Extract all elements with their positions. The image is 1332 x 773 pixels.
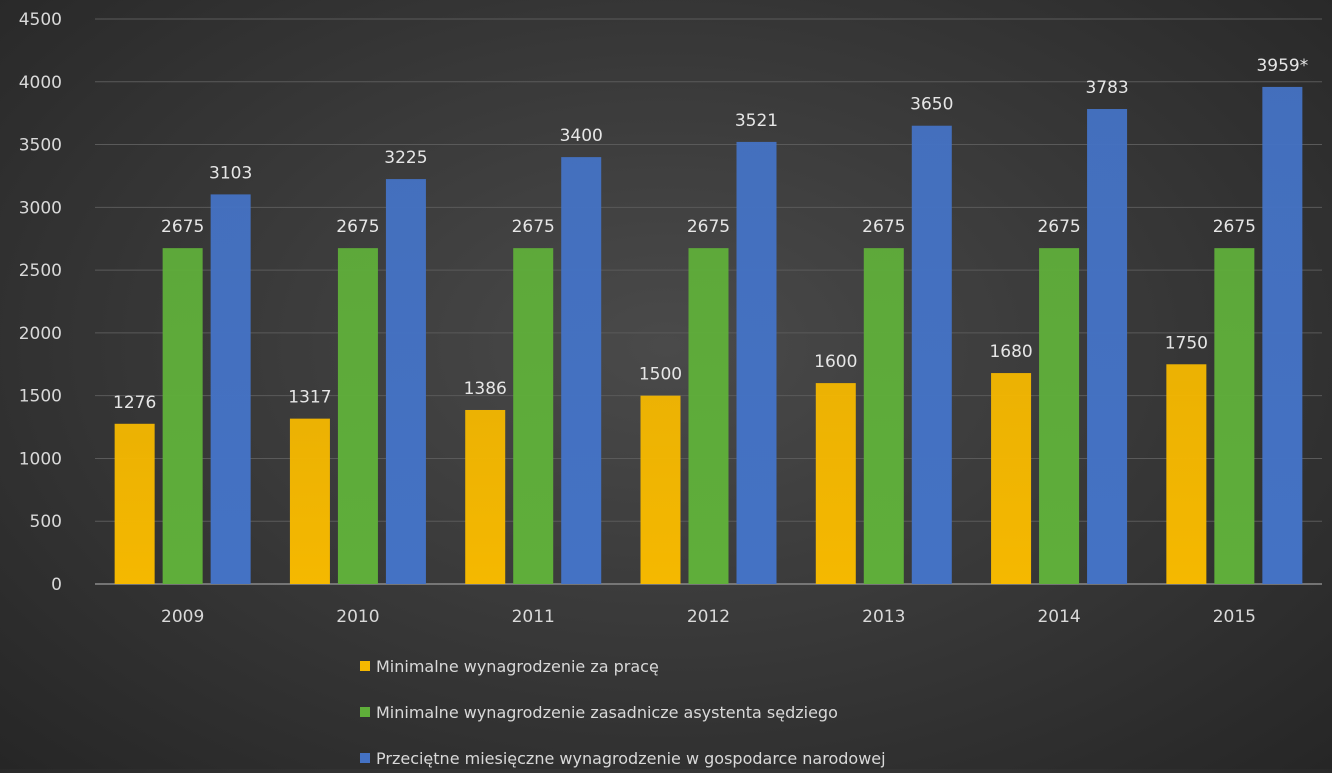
x-tick-label: 2011 — [512, 607, 555, 627]
data-label: 3783 — [1085, 78, 1128, 98]
y-tick-label: 1500 — [19, 387, 62, 407]
bar — [513, 248, 554, 584]
y-tick-label: 0 — [51, 575, 62, 595]
legend-label: Minimalne wynagrodzenie zasadnicze asyst… — [376, 703, 838, 722]
bar — [736, 141, 777, 584]
data-label: 1600 — [814, 352, 857, 372]
bar — [991, 373, 1032, 584]
y-tick-label: 2000 — [19, 324, 62, 344]
bar — [289, 418, 330, 584]
bar — [210, 194, 251, 584]
legend-swatch — [360, 661, 370, 671]
data-label: 1500 — [639, 365, 682, 385]
data-label: 2675 — [512, 217, 555, 237]
bar — [114, 423, 155, 584]
x-tick-label: 2009 — [161, 607, 204, 627]
bar — [561, 157, 602, 584]
data-label: 2675 — [336, 217, 379, 237]
data-label: 2675 — [862, 217, 905, 237]
legend-label: Minimalne wynagrodzenie za pracę — [376, 657, 659, 676]
data-label: 3103 — [209, 163, 252, 183]
data-label: 1386 — [464, 379, 507, 399]
bar — [863, 248, 904, 584]
data-label: 1317 — [288, 388, 331, 408]
bar — [1262, 86, 1303, 585]
bar — [337, 248, 378, 584]
x-tick-label: 2012 — [687, 607, 730, 627]
bar — [385, 179, 426, 585]
x-tick-label: 2015 — [1213, 607, 1256, 627]
bar — [1039, 248, 1080, 584]
bar — [465, 409, 506, 584]
bar — [1214, 248, 1255, 584]
data-label: 2675 — [687, 217, 730, 237]
y-tick-label: 1000 — [19, 449, 62, 469]
x-tick-label: 2013 — [862, 607, 905, 627]
y-tick-label: 500 — [30, 512, 62, 532]
x-tick-label: 2014 — [1037, 607, 1080, 627]
bar — [162, 248, 203, 584]
legend-swatch — [360, 753, 370, 763]
bar — [640, 395, 681, 584]
bar — [688, 248, 729, 584]
data-label: 1750 — [1165, 333, 1208, 353]
legend-swatch — [360, 707, 370, 717]
data-label: 3225 — [384, 148, 427, 168]
data-label: 3400 — [560, 126, 603, 146]
y-tick-label: 3000 — [19, 198, 62, 218]
data-label: 1276 — [113, 393, 156, 413]
data-label: 1680 — [989, 342, 1032, 362]
y-tick-label: 2500 — [19, 261, 62, 281]
data-label: 3650 — [910, 95, 953, 115]
bar — [815, 383, 856, 584]
y-tick-label: 4500 — [19, 10, 62, 30]
data-label: 3959* — [1256, 56, 1308, 76]
y-tick-label: 4000 — [19, 73, 62, 93]
data-label: 2675 — [1037, 217, 1080, 237]
bar — [911, 125, 952, 584]
x-tick-label: 2010 — [336, 607, 379, 627]
data-label: 3521 — [735, 111, 778, 131]
data-label: 2675 — [1213, 217, 1256, 237]
data-label: 2675 — [161, 217, 204, 237]
y-tick-label: 3500 — [19, 136, 62, 156]
bar — [1166, 364, 1207, 584]
legend-label: Przeciętne miesięczne wynagrodzenie w go… — [376, 749, 886, 768]
bar — [1087, 109, 1128, 585]
